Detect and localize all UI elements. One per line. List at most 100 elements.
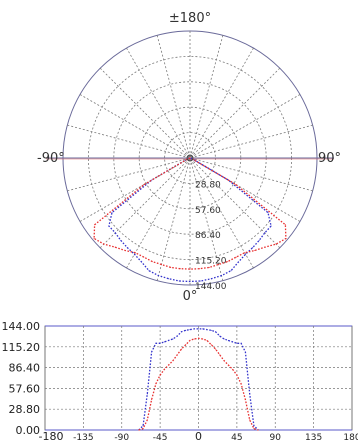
line-data-point xyxy=(206,329,208,331)
line-data-point xyxy=(244,399,246,401)
line-data-point xyxy=(244,351,246,353)
polar-data-point xyxy=(157,275,159,277)
line-data-point xyxy=(232,368,234,370)
polar-data-point xyxy=(160,263,162,265)
x-tick-label: 90 xyxy=(270,433,282,442)
line-data-point xyxy=(210,344,212,346)
line-data-point xyxy=(168,364,170,366)
radial-tick-label: 28.80 xyxy=(195,180,221,190)
polar-data-point xyxy=(151,179,153,181)
polar-data-point xyxy=(245,253,247,255)
line-data-point xyxy=(168,339,170,341)
radial-tick-label: 115.20 xyxy=(195,257,227,267)
line-data-point xyxy=(236,374,238,376)
angle-label-bottom: 0° xyxy=(183,289,198,304)
line-data-point xyxy=(172,360,174,362)
polar-data-point xyxy=(284,224,286,226)
polar-data-point xyxy=(285,238,287,240)
line-data-point xyxy=(138,429,140,431)
line-data-point xyxy=(253,425,255,427)
line-data-point xyxy=(219,354,221,356)
line-data-point xyxy=(180,348,182,350)
polar-data-point xyxy=(264,232,266,234)
line-data-point xyxy=(146,393,148,395)
x-tick-label: 0 xyxy=(195,430,202,442)
polar-data-point xyxy=(134,252,136,254)
line-data-point xyxy=(163,341,165,343)
polar-data-point xyxy=(218,263,220,265)
line-data-point xyxy=(223,360,225,362)
line-data-point xyxy=(176,354,178,356)
polar-data-point xyxy=(275,243,277,245)
polar-data-point xyxy=(143,183,145,185)
radial-tick-label: 144.00 xyxy=(195,282,227,292)
line-data-point xyxy=(189,329,191,331)
polar-data-point xyxy=(264,246,266,248)
polar-data-point xyxy=(148,270,150,272)
polar-data-point xyxy=(93,238,95,240)
polar-chart: ±180° -90° 90° 0° 28.80 57.60 86.40 115.20 144.0… xyxy=(37,11,341,304)
line-data-point xyxy=(223,338,225,340)
polar-data-point xyxy=(143,256,145,258)
polar-data-point xyxy=(120,239,122,241)
x-tick-label: 180 xyxy=(343,433,358,442)
line-data-point xyxy=(163,368,165,370)
line-data-point xyxy=(180,331,182,333)
polar-data-point xyxy=(200,280,202,282)
polar-data-point xyxy=(114,246,116,248)
line-data-point xyxy=(202,338,204,340)
line-data-point xyxy=(159,374,161,376)
polar-data-point xyxy=(237,261,239,263)
polar-data-point xyxy=(210,278,212,280)
line-data-point xyxy=(253,428,255,430)
line-data-point xyxy=(227,339,229,341)
line-data-point xyxy=(146,419,148,421)
line-series-curve-1 xyxy=(138,337,259,431)
x-tick-label: -45 xyxy=(153,433,168,442)
polar-data-point xyxy=(103,243,105,245)
polar-data-point xyxy=(151,261,153,263)
line-data-point xyxy=(215,348,217,350)
line-data-point xyxy=(172,338,174,340)
polar-data-point xyxy=(178,280,180,282)
line-data-point xyxy=(193,338,195,340)
line-data-point xyxy=(198,337,199,339)
polar-data-point xyxy=(189,157,191,159)
polar-series-curve-1 xyxy=(93,157,287,270)
polar-data-point xyxy=(141,261,143,263)
polar-data-point xyxy=(133,253,135,255)
line-data-point xyxy=(142,428,144,430)
x-tick-label: 135 xyxy=(305,433,322,442)
polar-data-point xyxy=(199,268,201,270)
polar-data-point xyxy=(114,232,116,234)
polar-data-point xyxy=(258,239,260,241)
y-tick-label: 86.40 xyxy=(9,362,41,375)
polar-data-point xyxy=(124,249,126,251)
polar-data-point xyxy=(168,278,170,280)
line-data-point xyxy=(151,399,153,401)
radial-tick-label: 86.40 xyxy=(195,231,221,241)
polar-data-point xyxy=(235,183,237,185)
line-data-point xyxy=(155,342,157,344)
radial-tick-label: 57.60 xyxy=(195,206,221,216)
y-tick-label: 28.80 xyxy=(9,403,41,416)
polar-data-point xyxy=(185,159,187,161)
polar-data-point xyxy=(184,159,186,161)
line-data-point xyxy=(198,328,199,330)
line-data-point xyxy=(185,344,187,346)
line-data-point xyxy=(206,339,208,341)
line-data-point xyxy=(189,339,191,341)
polar-data-point xyxy=(270,225,272,227)
y-tick-label: 57.60 xyxy=(9,382,41,395)
polar-data-point xyxy=(94,224,96,226)
polar-data-point xyxy=(244,252,246,254)
x-tick-label: 45 xyxy=(231,433,242,442)
line-data-point xyxy=(159,342,161,344)
angle-label-right: 90° xyxy=(318,151,341,166)
polar-data-point xyxy=(126,247,128,249)
line-data-point xyxy=(240,342,242,344)
y-tick-label: 144.00 xyxy=(2,320,41,333)
line-data-point xyxy=(215,331,217,333)
line-data-point xyxy=(249,419,251,421)
